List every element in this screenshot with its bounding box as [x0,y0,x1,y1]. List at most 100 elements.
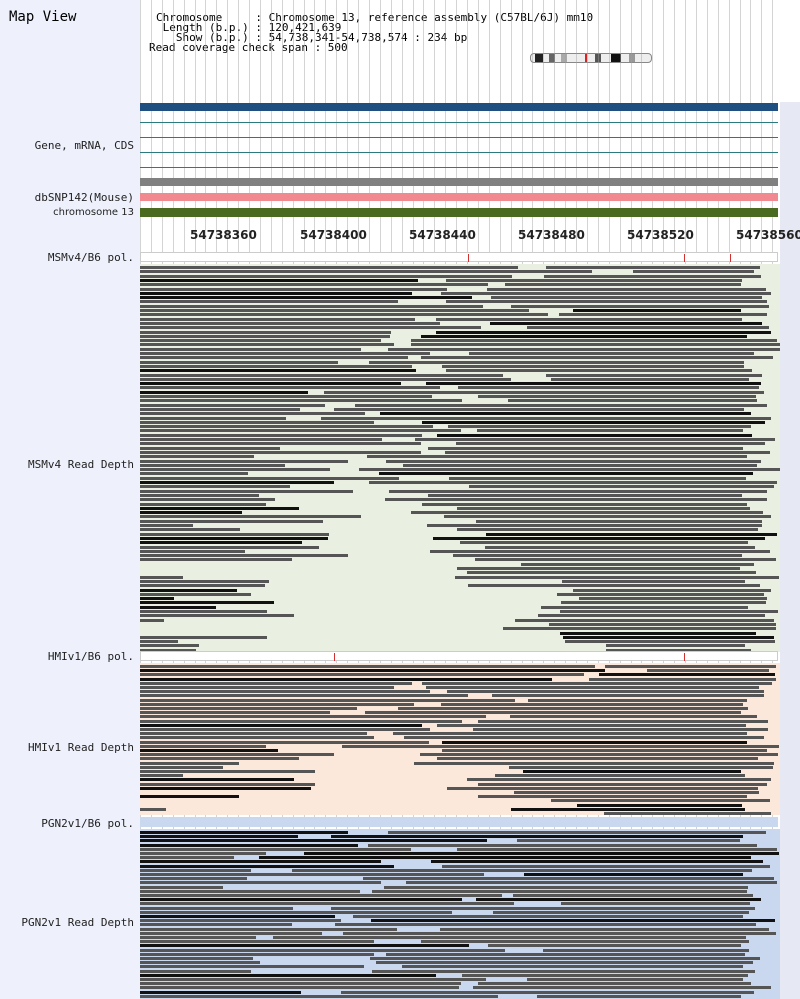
read-segment[interactable] [429,549,771,553]
read-segment[interactable] [421,502,748,506]
read-segment[interactable] [140,765,223,769]
read-segment[interactable] [485,532,777,536]
read-segment[interactable] [510,304,770,308]
read-segment[interactable] [511,807,746,811]
read-segment[interactable] [603,812,771,815]
read-segment[interactable] [140,944,469,948]
read-segment[interactable] [440,702,744,706]
read-segment[interactable] [487,944,741,948]
read-segment[interactable] [140,753,334,757]
read-segment[interactable] [599,673,776,677]
read-segment[interactable] [140,541,303,545]
read-segment[interactable] [140,761,240,765]
read-segment[interactable] [397,707,749,710]
read-segment[interactable] [140,407,301,411]
read-segment[interactable] [140,442,422,446]
read-segment[interactable] [562,579,745,583]
chromosome-ideogram[interactable] [530,53,652,63]
read-segment[interactable] [140,584,265,588]
read-segment[interactable] [433,536,765,540]
read-segment[interactable] [140,728,430,731]
read-segment[interactable] [140,707,358,710]
read-segment[interactable] [527,326,770,330]
read-segment[interactable] [140,860,381,864]
read-segment[interactable] [140,485,291,489]
read-segment[interactable] [393,732,748,736]
read-segment[interactable] [435,317,742,321]
read-segment[interactable] [504,283,741,287]
read-segment[interactable] [140,868,252,872]
read-segment[interactable] [140,356,408,360]
read-segment[interactable] [495,774,745,778]
read-segment[interactable] [321,416,771,420]
read-segment[interactable] [140,278,418,282]
read-segment[interactable] [140,873,485,876]
read-segment[interactable] [422,420,765,424]
read-segment[interactable] [528,698,747,702]
read-segment[interactable] [527,978,744,981]
read-segment[interactable] [340,990,754,994]
read-segment[interactable] [509,715,757,719]
read-segment[interactable] [140,723,422,727]
read-segment[interactable] [140,835,298,839]
read-segment[interactable] [273,936,746,939]
read-segment[interactable] [468,352,755,355]
read-segment[interactable] [646,669,769,673]
read-segment[interactable] [444,450,771,454]
hmi-pol-track[interactable] [140,651,778,661]
read-segment[interactable] [140,450,421,454]
read-segment[interactable] [402,463,757,467]
read-segment[interactable] [461,973,748,977]
read-segment[interactable] [372,889,748,893]
read-segment[interactable] [258,856,752,860]
read-segment[interactable] [140,885,224,889]
read-segment[interactable] [515,618,775,622]
read-segment[interactable] [140,694,469,698]
read-segment[interactable] [140,296,473,300]
read-segment[interactable] [560,610,779,613]
read-segment[interactable] [140,498,275,502]
read-segment[interactable] [140,390,309,394]
read-segment[interactable] [140,640,179,644]
read-segment[interactable] [437,433,752,437]
read-segment[interactable] [513,791,760,794]
read-segment[interactable] [447,425,752,429]
read-segment[interactable] [140,274,512,278]
read-segment[interactable] [140,536,328,540]
read-segment[interactable] [512,894,753,897]
read-segment[interactable] [362,877,775,881]
read-segment[interactable] [544,274,761,278]
read-segment[interactable] [420,753,779,757]
read-segment[interactable] [523,873,744,876]
read-segment[interactable] [140,399,463,403]
read-segment[interactable] [140,736,375,740]
read-segment[interactable] [140,472,248,476]
read-segment[interactable] [380,412,751,416]
read-segment[interactable] [140,412,365,416]
read-segment[interactable] [365,711,742,715]
read-segment[interactable] [140,915,335,918]
read-segment[interactable] [140,770,316,773]
read-segment[interactable] [140,686,394,689]
read-segment[interactable] [445,369,752,373]
hmi-read-depth-panel[interactable] [140,663,780,815]
read-segment[interactable] [447,786,759,790]
read-segment[interactable] [140,373,503,377]
read-segment[interactable] [140,702,414,706]
read-segment[interactable] [455,575,779,579]
read-segment[interactable] [140,711,330,715]
read-segment[interactable] [140,795,239,799]
read-segment[interactable] [445,300,767,304]
read-segment[interactable] [633,270,754,274]
read-segment[interactable] [140,969,252,973]
read-segment[interactable] [140,524,194,527]
read-segment[interactable] [140,554,348,558]
read-segment[interactable] [140,321,440,325]
read-segment[interactable] [140,360,338,364]
read-segment[interactable] [140,757,299,761]
read-segment[interactable] [355,403,767,407]
read-segment[interactable] [140,614,295,618]
read-segment[interactable] [371,919,775,923]
read-segment[interactable] [430,860,763,864]
read-segment[interactable] [331,906,755,910]
